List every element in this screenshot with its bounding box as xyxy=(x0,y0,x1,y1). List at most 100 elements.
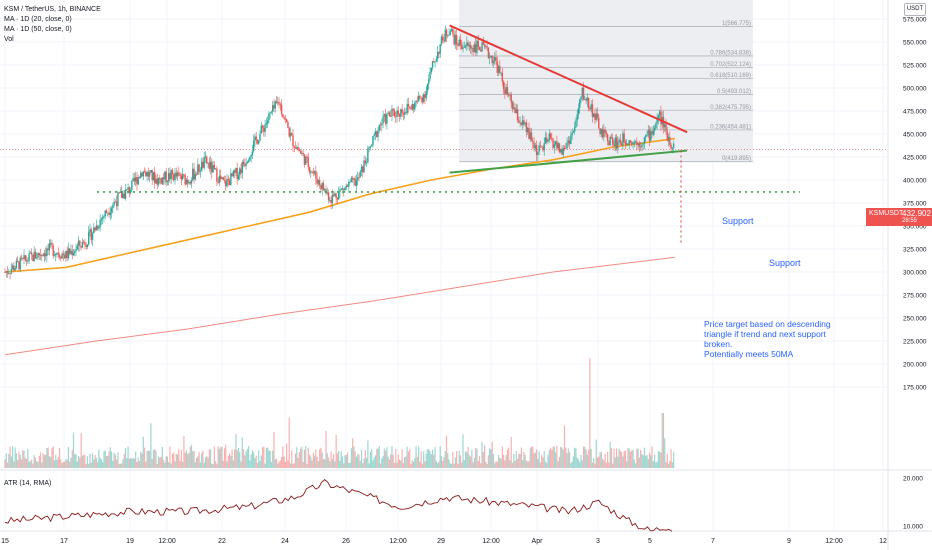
volume-bar xyxy=(600,451,602,468)
candle-body xyxy=(372,136,374,146)
candle-body xyxy=(167,173,170,182)
candle-body xyxy=(279,104,282,106)
volume-bar xyxy=(267,447,269,468)
candle-body xyxy=(101,217,104,219)
candle-body xyxy=(18,261,20,270)
volume-bar xyxy=(334,461,336,468)
volume-bar xyxy=(225,444,227,468)
volume-bar xyxy=(230,455,232,468)
volume-bar xyxy=(642,455,644,468)
candle-body xyxy=(30,252,33,255)
volume-bar xyxy=(568,452,571,468)
candle-body xyxy=(364,160,367,164)
volume-bar xyxy=(604,453,606,468)
candle-body xyxy=(435,58,438,62)
volume-bar xyxy=(428,449,430,468)
volume-bar xyxy=(580,454,582,468)
volume-bar xyxy=(345,454,347,468)
volume-bar xyxy=(667,463,670,468)
x-tick-label: 29 xyxy=(437,538,445,545)
support-trendline[interactable] xyxy=(449,149,688,174)
volume-bar xyxy=(171,453,174,468)
volume-bar xyxy=(518,453,520,468)
volume-bar xyxy=(617,456,619,468)
candle-body xyxy=(572,131,575,133)
x-tick-label: 9 xyxy=(787,538,791,545)
candle-body xyxy=(136,177,138,185)
symbol-title[interactable]: KSM / TetherUS, 1h, BINANCE xyxy=(4,6,101,13)
candle-body xyxy=(377,130,379,138)
volume-bar xyxy=(607,451,609,468)
candle-body xyxy=(374,131,377,135)
candle-body xyxy=(325,189,327,194)
candle-body xyxy=(82,241,85,243)
volume-bar xyxy=(260,455,262,468)
volume-bar xyxy=(241,437,243,468)
drawings[interactable] xyxy=(0,24,888,243)
currency-button[interactable]: USDT xyxy=(904,3,926,16)
candle-body xyxy=(608,141,610,146)
volume-bar xyxy=(10,456,12,468)
candle-body xyxy=(400,109,402,117)
candle-body xyxy=(199,171,202,173)
volume-bar xyxy=(659,451,661,468)
volume-bar xyxy=(613,448,615,468)
volume-bar xyxy=(146,451,148,468)
candle-body xyxy=(124,189,127,199)
ma50-legend[interactable]: MA · 1D (50, close, 0) xyxy=(4,26,72,33)
volume-bar xyxy=(336,453,339,468)
volume-bar xyxy=(283,456,285,468)
volume-bar xyxy=(45,455,47,468)
volume-bar xyxy=(274,459,276,468)
candle-body xyxy=(104,210,106,216)
volume-bar xyxy=(249,460,251,468)
candle-body xyxy=(214,168,217,170)
candle-body xyxy=(6,271,9,274)
price-target-note[interactable]: Price target based on descending triangl… xyxy=(704,319,854,359)
volume-bar xyxy=(447,453,449,468)
volume-bar xyxy=(340,451,342,468)
volume-bar xyxy=(492,453,495,468)
candle-body xyxy=(544,137,547,144)
candle-body xyxy=(660,111,662,125)
ma20-legend[interactable]: MA · 1D (20, close, 0) xyxy=(4,16,72,23)
candle-body xyxy=(188,181,190,184)
candle-body xyxy=(169,173,171,180)
volume-bar xyxy=(173,452,175,468)
candle-body xyxy=(416,100,419,102)
candle-body xyxy=(269,112,271,114)
resistance-trendline[interactable] xyxy=(449,24,688,134)
fib-zone[interactable] xyxy=(459,0,753,162)
volume-bar xyxy=(424,461,426,468)
candle-body xyxy=(525,122,528,133)
candle-body xyxy=(294,147,297,149)
volume-bar xyxy=(570,463,572,468)
candle-body xyxy=(477,40,479,47)
x-tick-label: 12:00 xyxy=(158,538,176,545)
volume-bar xyxy=(145,461,147,468)
volume-bar xyxy=(113,452,115,468)
candle-body xyxy=(272,105,274,112)
volume-bar xyxy=(81,455,83,468)
volume-bar xyxy=(165,456,167,468)
candle-body xyxy=(362,166,364,173)
volume-bar xyxy=(176,454,179,468)
candle-body xyxy=(504,89,506,95)
candle-body xyxy=(312,172,315,174)
volume-bar xyxy=(244,455,246,468)
fib-retracement[interactable]: 1.618(650.975)1(566.775)0.786(534.838)0.… xyxy=(459,0,753,162)
volume-bar xyxy=(609,441,611,468)
candle-body xyxy=(107,212,109,214)
candle-body xyxy=(180,176,183,180)
candle-body xyxy=(88,231,90,245)
volume-bar xyxy=(379,463,382,468)
volume-bar xyxy=(459,455,462,468)
vol-legend[interactable]: Vol xyxy=(4,36,14,43)
volume-bar xyxy=(207,457,209,468)
candle-body xyxy=(53,255,56,256)
volume-bar xyxy=(76,461,78,468)
volume-bar xyxy=(508,447,510,468)
volume-bar xyxy=(645,455,647,468)
atr-legend[interactable]: ATR (14, RMA) xyxy=(4,480,52,487)
